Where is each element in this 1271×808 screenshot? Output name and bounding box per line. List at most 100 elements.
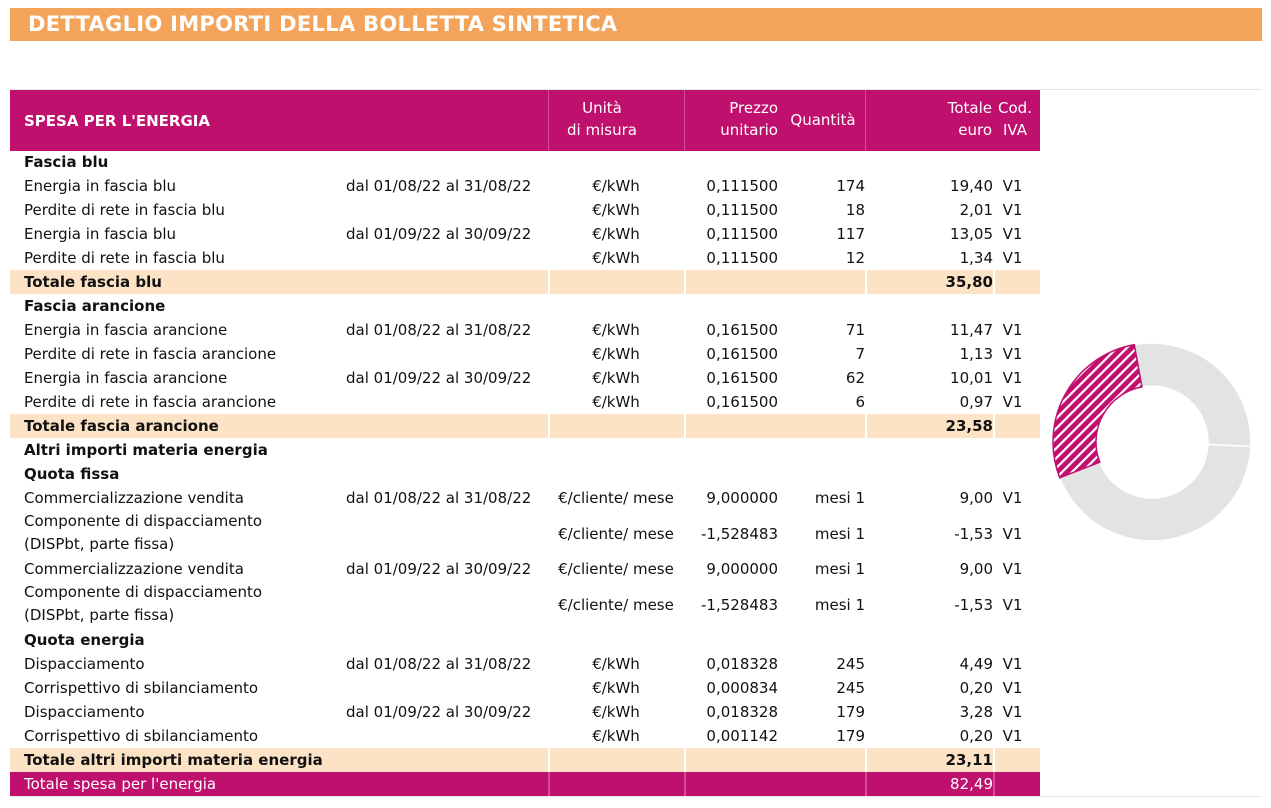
row-price: 0,161500 [706,345,778,363]
subsection-title-row: Quota fissa [10,462,1040,486]
table-row: Dispacciamento dal 01/08/22 al 31/08/22 … [10,652,1040,676]
row-period: dal 01/09/22 al 30/09/22 [346,560,532,578]
row-unit: €/cliente/ mese [558,596,674,614]
row-total: 0,20 [959,727,993,745]
table-row: Corrispettivo di sbilanciamento €/kWh 0,… [10,724,1040,748]
row-total: 9,00 [959,560,993,578]
row-price: -1,528483 [701,525,778,543]
table-row: Componente di dispacciamento (DISPbt, pa… [10,581,1040,628]
row-total: 0,97 [959,393,993,411]
row-quantity: 179 [836,727,865,745]
row-total: 0,20 [959,679,993,697]
row-unit: €/kWh [592,201,640,219]
row-label-continued: (DISPbt, parte fissa) [24,535,175,553]
header-quantity: Quantità [790,111,856,129]
header-unit: Unità di misura [567,99,637,139]
row-total: -1,53 [954,525,993,543]
row-vat-code: V1 [1002,727,1023,745]
table-row: Commercializzazione vendita dal 01/09/22… [10,557,1040,581]
row-period: dal 01/09/22 al 30/09/22 [346,369,532,387]
section-title: Fascia arancione [24,297,166,315]
row-label: Perdite di rete in fascia blu [24,249,225,267]
header-separator [548,90,549,151]
bottom-rule [10,796,1262,797]
expense-share-donut-chart [1052,342,1252,542]
grand-total-row: Totale spesa per l'energia 82,49 [10,772,1040,796]
row-label: Perdite di rete in fascia blu [24,201,225,219]
row-total: 4,49 [959,655,993,673]
subtotal-label: Totale fascia arancione [24,417,219,435]
row-vat-code: V1 [1002,369,1023,387]
row-vat-code: V1 [1002,489,1023,507]
row-label: Dispacciamento [24,703,145,721]
top-rule [10,89,1262,90]
row-price: 9,000000 [706,560,778,578]
header-separator [684,90,685,151]
row-vat-code: V1 [1002,703,1023,721]
donut-slice-fascia-arancione [1133,342,1252,448]
table-header: SPESA PER L'ENERGIA Unità di misura Prez… [10,90,1040,151]
donut-slice-altri-importi-materia-energia [1052,343,1143,479]
row-price: 0,001142 [706,727,778,745]
row-unit: €/kWh [592,177,640,195]
row-vat-code: V1 [1002,177,1023,195]
row-label: Energia in fascia arancione [24,321,228,339]
row-quantity: 12 [845,249,865,267]
row-vat-code: V1 [1002,655,1023,673]
row-quantity: mesi 1 [814,489,865,507]
row-vat-code: V1 [1002,596,1023,614]
row-period: dal 01/08/22 al 31/08/22 [346,655,532,673]
subtotal-row: Totale fascia blu 35,80 [10,270,1040,294]
row-price: 0,111500 [706,225,778,243]
table-row: Componente di dispacciamento (DISPbt, pa… [10,510,1040,557]
table-row: Energia in fascia arancione dal 01/09/22… [10,366,1040,390]
row-vat-code: V1 [1002,249,1023,267]
row-quantity: 245 [836,655,865,673]
row-label: Corrispettivo di sbilanciamento [24,679,259,697]
row-price: 0,161500 [706,369,778,387]
row-quantity: 174 [836,177,865,195]
row-quantity: 7 [855,345,865,363]
row-label-continued: (DISPbt, parte fissa) [24,606,175,624]
row-quantity: 179 [836,703,865,721]
subtotal-value: 35,80 [945,273,993,291]
table-row: Perdite di rete in fascia arancione €/kW… [10,342,1040,366]
row-unit: €/kWh [592,679,640,697]
row-price: 0,161500 [706,321,778,339]
grand-total-label: Totale spesa per l'energia [24,775,217,793]
row-label: Dispacciamento [24,655,145,673]
row-price: -1,528483 [701,596,778,614]
row-unit: €/cliente/ mese [558,489,674,507]
row-quantity: 71 [845,321,865,339]
table-row: Dispacciamento dal 01/09/22 al 30/09/22 … [10,700,1040,724]
row-vat-code: V1 [1002,679,1023,697]
subtotal-row: Totale altri importi materia energia 23,… [10,748,1040,772]
table-row: Energia in fascia blu dal 01/09/22 al 30… [10,222,1040,246]
row-total: 19,40 [950,177,993,195]
subtotal-value: 23,11 [945,751,993,769]
table-row: Perdite di rete in fascia blu €/kWh 0,11… [10,246,1040,270]
row-quantity: 245 [836,679,865,697]
row-period: dal 01/09/22 al 30/09/22 [346,703,532,721]
row-quantity: 62 [845,369,865,387]
header-vat-code: Cod. IVA [998,99,1032,139]
row-vat-code: V1 [1002,225,1023,243]
row-label: Commercializzazione vendita [24,489,244,507]
row-unit: €/kWh [592,655,640,673]
table-title: SPESA PER L'ENERGIA [24,112,210,130]
row-unit: €/kWh [592,321,640,339]
row-label: Perdite di rete in fascia arancione [24,345,277,363]
row-vat-code: V1 [1002,201,1023,219]
table-row: Energia in fascia blu dal 01/08/22 al 31… [10,174,1040,198]
row-unit: €/kWh [592,727,640,745]
row-vat-code: V1 [1002,525,1023,543]
row-label: Energia in fascia arancione [24,369,228,387]
table-row: Energia in fascia arancione dal 01/08/22… [10,318,1040,342]
header-separator [865,90,866,151]
row-vat-code: V1 [1002,393,1023,411]
row-period: dal 01/08/22 al 31/08/22 [346,321,532,339]
row-total: 1,34 [959,249,993,267]
table-row: Corrispettivo di sbilanciamento €/kWh 0,… [10,676,1040,700]
row-vat-code: V1 [1002,345,1023,363]
section-title-row: Altri importi materia energia [10,438,1040,462]
